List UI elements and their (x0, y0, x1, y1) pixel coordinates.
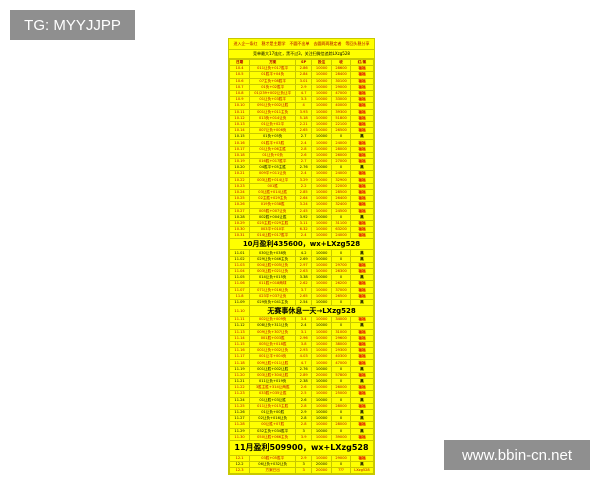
cell-plan: 01/239+002让负让平 (249, 89, 297, 98)
table-row: 11.26 01让负+00胜 2.9 10000 0 黑 (228, 408, 375, 417)
october-summary: 10月盈利435600，wx+LXzg528 (229, 238, 374, 251)
header-row: 日期 方案 SP 投注收红/黑 (228, 58, 375, 67)
table-row: 11.12 008让负+311让负 2.4 10000 0 黑 (228, 322, 375, 330)
cell-date: 11.10 (228, 305, 251, 318)
table-row: 11.20 003让胜+304让胜 2.89 20000 57800 福福 (228, 371, 375, 380)
table-row: 10.30 003平+010平 6.32 10000 63200 福福 (228, 226, 375, 234)
table-row: 11.09 029负负+041主负 2.54 10000 0 黑 (228, 298, 375, 307)
cell-stake: 10000 (311, 232, 333, 240)
table-row: 10.7 01负+02胜平 2.9 10000 29000 福福 (228, 83, 375, 91)
cell-date: 10.31 (228, 232, 251, 240)
watermark-website: www.bbin-cn.net (444, 440, 590, 470)
cell-date: 11.30 (228, 433, 251, 441)
cell-plan: 3胜主胜+314让两胜 (249, 384, 297, 392)
cell-stake: 20000 (311, 467, 333, 475)
table-row: 10.15 01负+05负 2.7 10000 0 黑 (228, 133, 375, 141)
cell-result: 福福 (349, 232, 375, 240)
cell-plan: 014让胜+017胜平 (249, 232, 297, 240)
table-row: 10.8 01/239+002让负让平 4.7 10000 47000 福福 (228, 89, 375, 98)
table-row: 11.30 050让胜+066主负 3.9 10000 39000 福福 (228, 433, 375, 441)
table-row: 10.31 014让胜+017胜平 2.4 10000 24000 福福 (228, 232, 375, 240)
cell-plan: 050让胜+066主负 (249, 433, 297, 441)
november-summary-text: 11月盈利509900，wx+LXzg528 (229, 439, 374, 456)
cell-date: 11.09 (228, 298, 251, 307)
cell-result: LXzg528 (349, 467, 375, 475)
cell-plan: 方案已出 (249, 467, 297, 475)
table-row: 11.19 001让胜+002让胜 2.76 10000 0 黑 (228, 365, 375, 373)
table-row: 12.3 方案已出 3 20000??? LXzg528 (228, 467, 375, 475)
october-summary-text: 10月盈利435600，wx+LXzg528 (229, 238, 374, 251)
table-row: 12.1 03胜+05胜平 2.9 10000 29000 福福 (228, 454, 375, 463)
table-row: 10.16 01胜平+03胜 2.4 10000 24000 福福 (228, 139, 375, 147)
table-row: 11.27 02让负+016让负 2.8 10000 0 黑 (228, 415, 375, 423)
cell-date: 12.3 (228, 467, 251, 475)
november-summary: 11月盈利509900，wx+LXzg528 (229, 439, 374, 456)
record-table: 日期 方案 SP 投注收红/黑 10.4 011让负+017胜平 2.86 10000 2860… (228, 58, 375, 475)
cell-return: ??? (331, 467, 351, 475)
table-row: 10.18 01让负+0负 2.6 10000 26000 福福 (228, 151, 375, 160)
betting-record-sheet: 进入企一条红 稳才是主题学 不圆不出单 去圆两两稳定者 等回头稳分享 竞单最大1… (228, 38, 375, 476)
sheet-subtitle: 竞单最大17连红，黑不过3，关注扫微信追踪LXzg528 (229, 50, 374, 59)
cell-result: 黑 (349, 298, 375, 307)
cell-sp: 3 (295, 467, 313, 475)
rest-day-banner: 11.10 无赛事休息一天→LXzg528 (228, 305, 374, 318)
watermark-telegram: TG: MYYJJPP (10, 10, 135, 40)
cell-stake: 10000 (311, 298, 333, 307)
cell-result: 福福 (349, 433, 375, 441)
table-row: 10.22 003让胜+014让平 3.29 10000 32900 福福 (228, 176, 375, 184)
table-row: 11.18 009让胜+011让胜 4.7 10000 47000 福福 (228, 359, 375, 367)
table-row: 12.2 06让负+032让负 3 20000 0 黑 (228, 461, 375, 469)
rest-day-banner-text: 无赛事休息一天→LXzg528 (249, 305, 374, 318)
cell-stake: 10000 (311, 433, 333, 441)
cell-plan: 029负负+041主负 (249, 298, 297, 307)
sheet-title: 进入企一条红 稳才是主题学 不圆不出单 去圆两两稳定者 等回头稳分享 (229, 39, 374, 50)
